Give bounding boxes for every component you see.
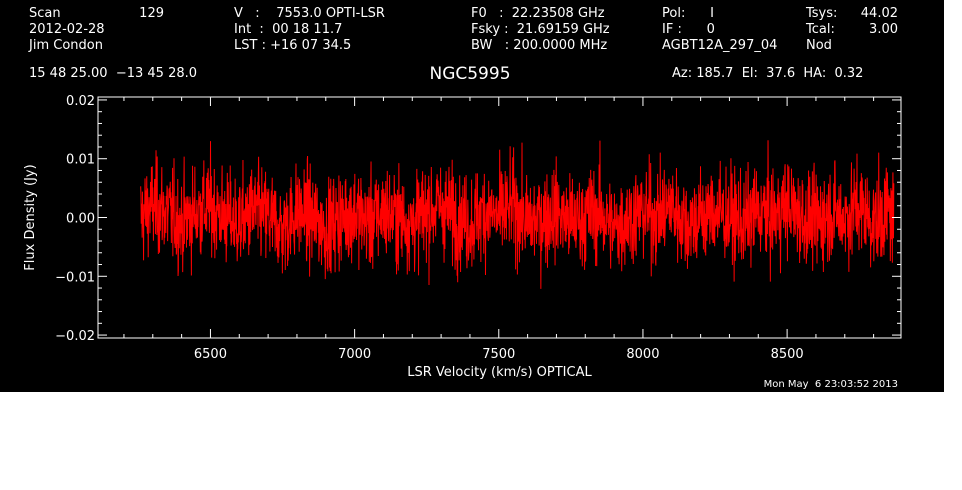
scan-label: Scan xyxy=(29,6,61,21)
scan-value: 129 xyxy=(139,6,164,21)
y-tick-label: 0.01 xyxy=(66,153,95,168)
y-tick-label: 0.00 xyxy=(66,212,95,227)
if-line: IF : 0 xyxy=(662,22,715,37)
spectrum-chart: 6500 7000 7500 8000 8500 −0.02 −0.01 0.00 0.01 0.… xyxy=(23,94,902,380)
obs-mode: Nod xyxy=(806,38,832,53)
tcal-value: 3.00 xyxy=(869,22,898,37)
observer: Jim Condon xyxy=(29,38,103,53)
x-tick-label: 7000 xyxy=(338,347,371,362)
plot-timestamp: Mon May 6 23:03:52 2013 xyxy=(763,379,898,390)
bandwidth-line: BW : 200.0000 MHz xyxy=(471,38,608,53)
integration-line: Int : 00 18 11.7 xyxy=(234,22,343,37)
lst-line: LST : +16 07 34.5 xyxy=(234,38,352,53)
y-tick-label: 0.02 xyxy=(66,94,95,109)
polarization-line: Pol: I xyxy=(662,6,714,21)
x-tick-label: 6500 xyxy=(194,347,227,362)
tsys-label: Tsys: xyxy=(806,6,838,21)
x-tick-label: 8500 xyxy=(771,347,804,362)
obs-date: 2012-02-28 xyxy=(29,22,105,37)
y-tick-label: −0.02 xyxy=(55,329,95,344)
az-el-ha: Az: 185.7 El: 37.6 HA: 0.32 xyxy=(672,66,864,81)
x-axis-label: LSR Velocity (km/s) OPTICAL xyxy=(407,365,592,380)
tsys-value: 44.02 xyxy=(860,6,898,21)
y-axis-label: Flux Density (Jy) xyxy=(23,164,38,270)
x-tick-label: 7500 xyxy=(482,347,515,362)
fsky-line: Fsky : 21.69159 GHz xyxy=(471,22,610,37)
velocity-line: V : 7553.0 OPTI-LSR xyxy=(234,6,385,21)
source-coordinates: 15 48 25.00 −13 45 28.0 xyxy=(29,66,198,81)
project-id: AGBT12A_297_04 xyxy=(662,38,778,53)
f0-line: F0 : 22.23508 GHz xyxy=(471,6,605,21)
tcal-label: Tcal: xyxy=(806,22,835,37)
spectrum-panel: Scan 129 2012-02-28 Jim Condon V : 7553.… xyxy=(0,0,944,392)
spectrum-trace xyxy=(140,140,895,289)
x-tick-label: 8000 xyxy=(626,347,659,362)
source-name: NGC5995 xyxy=(429,64,511,84)
y-tick-label: −0.01 xyxy=(55,270,95,285)
